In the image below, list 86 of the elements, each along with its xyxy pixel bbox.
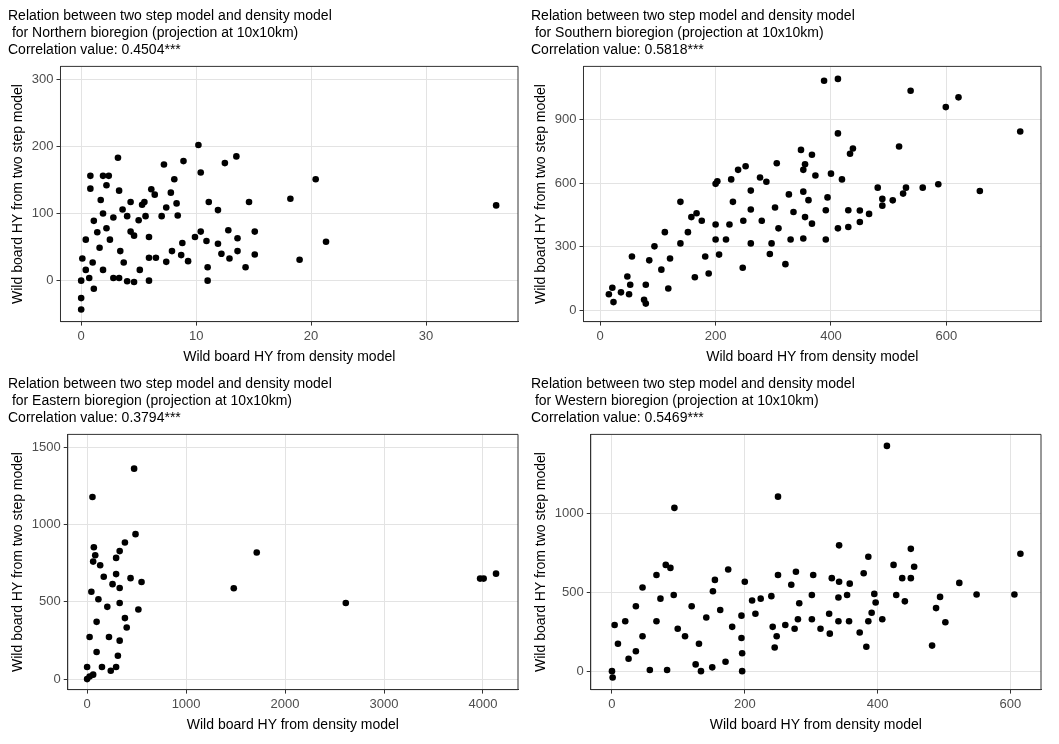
x-axis-title: Wild board HY from density model — [706, 348, 919, 365]
x-tick-label: 1000 — [171, 695, 201, 711]
chart-subtitle: Correlation value: 0.5469*** — [531, 408, 705, 425]
x-tick-label: 0 — [77, 327, 85, 343]
point — [96, 562, 104, 569]
y-axis-title: Wild board HY from two step model — [9, 84, 26, 304]
point — [100, 573, 108, 581]
point — [116, 599, 123, 607]
point — [112, 570, 120, 578]
chart-title: Relation between two step model and density model for Eastern bioregion (projection at 10x10km) — [8, 375, 332, 409]
point — [114, 652, 122, 660]
x-tick-label: 200 — [704, 327, 727, 343]
point — [89, 558, 97, 565]
point — [132, 530, 139, 538]
x-tick-label: 0 — [596, 327, 604, 343]
point — [88, 588, 95, 596]
x-tick-label: 2000 — [270, 695, 300, 711]
point — [480, 575, 487, 582]
point — [116, 637, 123, 644]
x-tick-label: 4000 — [468, 695, 498, 711]
x-axis-title: Wild board HY from density model — [183, 348, 396, 365]
chart-title: Relation between two step model and density model for Northern bioregion (projection at 10x10km) — [8, 7, 332, 41]
point — [121, 539, 129, 546]
y-tick-label: 0 — [53, 670, 61, 686]
y-tick-label: 300 — [554, 238, 577, 254]
point — [230, 585, 238, 592]
y-tick-label: 1000 — [554, 505, 584, 521]
point — [123, 624, 130, 631]
x-tick-label: 400 — [866, 695, 889, 711]
x-tick-label: 20 — [303, 327, 319, 343]
point — [86, 633, 93, 641]
point — [107, 667, 115, 675]
point — [135, 606, 142, 613]
y-axis-title: Wild board HY from two step model — [9, 452, 26, 672]
point — [109, 580, 116, 588]
y-axis-title: Wild board HY from two step model — [532, 84, 549, 304]
x-tick-label: 200 — [733, 695, 756, 711]
y-tick-label: 500 — [39, 593, 61, 609]
y-tick-label: 900 — [554, 111, 577, 127]
y-tick-label: 500 — [562, 583, 584, 599]
x-tick-label: 3000 — [369, 695, 399, 711]
point — [130, 465, 138, 472]
y-tick-label: 300 — [31, 70, 54, 86]
y-tick-label: 600 — [554, 174, 577, 190]
chart-subtitle: Correlation value: 0.5818*** — [531, 40, 705, 57]
y-tick-label: 0 — [46, 272, 54, 288]
point — [91, 551, 99, 559]
y-tick-label: 1500 — [31, 439, 61, 455]
point — [112, 663, 120, 671]
point — [104, 603, 111, 611]
chart-subtitle: Correlation value: 0.3794*** — [8, 408, 182, 425]
y-tick-label: 0 — [576, 662, 584, 678]
point — [83, 663, 91, 671]
point — [121, 614, 129, 622]
point — [93, 618, 100, 626]
x-tick-label: 30 — [418, 327, 434, 343]
x-tick-label: 400 — [820, 327, 842, 343]
x-tick-label: 600 — [935, 327, 958, 343]
point — [116, 584, 123, 592]
y-tick-label: 0 — [569, 301, 577, 317]
x-axis-title: Wild board HY from density model — [709, 716, 922, 733]
point — [90, 543, 98, 551]
y-tick-label: 100 — [31, 205, 54, 221]
point — [93, 648, 100, 656]
point — [89, 493, 96, 501]
y-axis-title: Wild board HY from two step model — [532, 452, 549, 672]
point — [138, 578, 145, 586]
x-tick-label: 10 — [188, 327, 204, 343]
x-tick-label: 600 — [999, 695, 1022, 711]
point — [98, 663, 106, 671]
x-axis-title: Wild board HY from density model — [186, 716, 399, 733]
chart-title: Relation between two step model and density model for Southern bioregion (projection at 10x10km) — [531, 7, 855, 41]
y-tick-label: 200 — [31, 137, 54, 153]
point — [253, 549, 261, 556]
point — [112, 554, 120, 562]
x-tick-label: 0 — [83, 695, 91, 711]
point — [342, 599, 350, 607]
y-tick-label: 1000 — [31, 516, 61, 532]
point — [116, 547, 123, 555]
chart-title: Relation between two step model and density model for Western bioregion (projection at 10x10km) — [531, 375, 855, 409]
point — [127, 574, 134, 582]
point — [492, 570, 500, 577]
chart-subtitle: Correlation value: 0.4504*** — [8, 40, 182, 57]
point — [95, 595, 102, 603]
point — [105, 633, 113, 641]
x-tick-label: 0 — [608, 695, 616, 711]
